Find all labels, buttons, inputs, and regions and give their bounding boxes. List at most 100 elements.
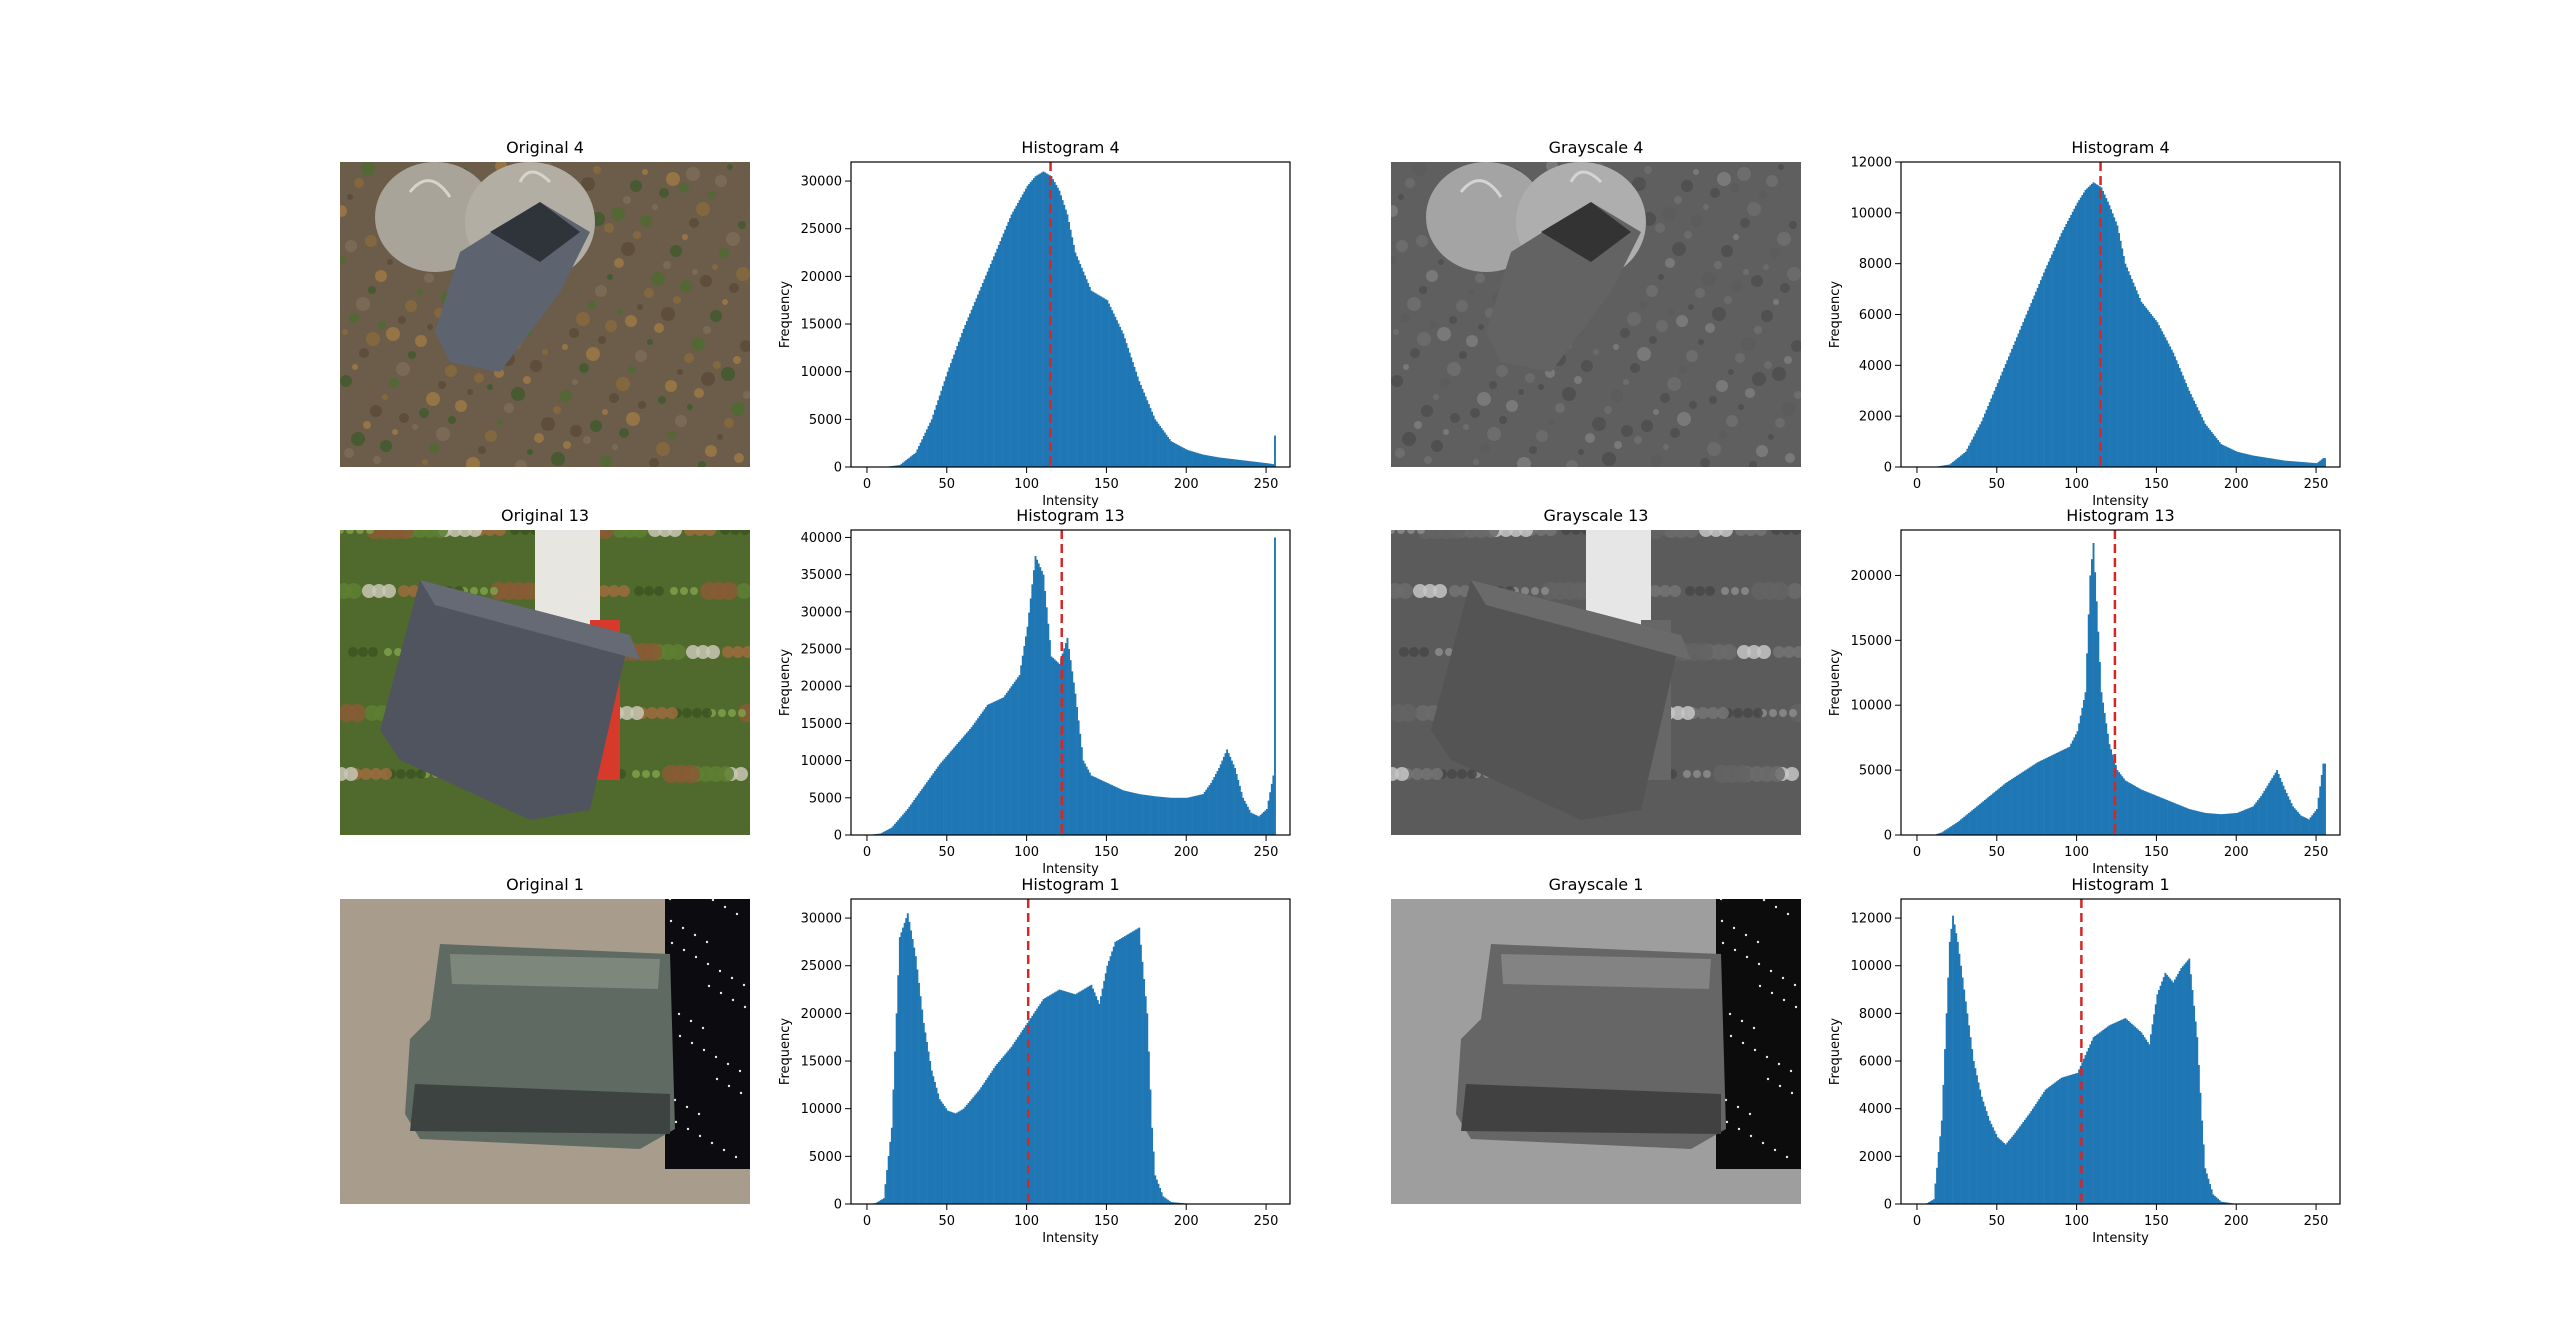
histogram-bar (2031, 299, 2034, 467)
histogram-bar (927, 779, 930, 835)
histogram-bar (2159, 328, 2162, 467)
y-tick-label: 30000 (801, 605, 842, 620)
histogram-bar (977, 294, 980, 467)
histogram-bar (993, 256, 995, 467)
histogram-bar (1952, 915, 1954, 1204)
histogram-bar (900, 816, 903, 835)
histogram-bar (997, 244, 1000, 467)
histogram-bar (2108, 1025, 2111, 1204)
y-tick-label: 15000 (801, 318, 842, 333)
histogram-bar (1084, 763, 1086, 835)
histogram-bar (2009, 352, 2012, 467)
histogram-bar (1036, 175, 1039, 467)
histogram-bar (1955, 823, 1958, 835)
histogram-bar (2044, 758, 2047, 835)
histogram-bar (2114, 221, 2117, 467)
histogram-bar (1974, 1068, 1977, 1204)
histogram-bar (1175, 1202, 1177, 1204)
histogram-bar (2237, 812, 2240, 835)
histogram-bar (2279, 459, 2282, 467)
histogram-bar (1136, 928, 1139, 1204)
histogram-bar (1230, 760, 1233, 835)
y-tick-label: 2000 (1859, 410, 1892, 425)
histogram-bar (2103, 194, 2106, 468)
histogram-bar (1243, 800, 1246, 835)
histogram-bar (919, 442, 922, 467)
histogram-bar (2304, 462, 2307, 467)
histogram-bar (2177, 973, 2180, 1204)
histogram-bar (2081, 195, 2084, 467)
histogram-bar (1117, 323, 1120, 467)
histogram-bar (2057, 752, 2060, 835)
histogram-bar (2268, 458, 2271, 467)
histogram-bar (1940, 1120, 1943, 1204)
histogram-bar (2298, 813, 2301, 835)
x-tick-label: 0 (1913, 1214, 1921, 1229)
histogram-bar (1222, 458, 1225, 467)
histogram-bar (2124, 1018, 2127, 1204)
histogram-bar (1163, 1197, 1166, 1204)
histogram-bar (2057, 240, 2060, 467)
histogram-bar (1151, 411, 1154, 467)
histogram-bar (937, 766, 940, 835)
histogram-bar (949, 1111, 952, 1204)
histogram-bar (898, 818, 901, 835)
histogram-bar (1151, 795, 1154, 835)
histogram-bar (1047, 996, 1050, 1204)
histogram-bar (2142, 303, 2144, 467)
histogram-bar (2173, 356, 2176, 467)
histogram-bar (2156, 994, 2159, 1204)
y-tick-label: 10000 (801, 365, 842, 380)
histogram-bar (1950, 826, 1953, 835)
histogram-bar (2122, 778, 2125, 835)
histogram-bar (983, 279, 986, 467)
histogram-bar (2036, 287, 2039, 467)
histogram-bar (2100, 1031, 2103, 1204)
histogram-bar (2298, 461, 2301, 467)
histogram-bar (1106, 782, 1109, 835)
histogram-bar (879, 1200, 882, 1204)
y-tick-label: 5000 (809, 1150, 842, 1165)
histogram-bar (2003, 784, 2006, 835)
histogram-bar (1968, 445, 1970, 467)
histogram-bar (2194, 403, 2197, 467)
histogram-bar (2217, 813, 2219, 835)
histogram-bar (2132, 1025, 2135, 1204)
y-tick-label: 40000 (801, 531, 842, 546)
histogram-bar (1968, 1025, 1970, 1204)
histogram-bar (1055, 660, 1058, 835)
histogram-bar (1203, 791, 1206, 835)
histogram-bar (1187, 797, 1190, 835)
histogram-bar (940, 1101, 943, 1204)
x-tick-label: 250 (1254, 1214, 1279, 1229)
histogram-bar (2111, 1023, 2114, 1204)
histogram-bar (1932, 1199, 1935, 1204)
histogram-bar (2225, 1202, 2227, 1204)
histogram-bar (2102, 702, 2105, 835)
histogram-bar (1219, 764, 1222, 835)
histogram-bar (969, 728, 972, 835)
histogram-bar (1980, 802, 1983, 835)
histogram-bar (965, 321, 968, 467)
histogram-bar (2178, 805, 2181, 835)
histogram-bar (2269, 780, 2272, 835)
histogram-bar (2153, 1014, 2156, 1204)
histogram-bar (908, 921, 911, 1204)
histogram-bar (2014, 341, 2017, 467)
histogram-bar (2015, 1130, 2018, 1204)
histogram-bar (918, 446, 920, 467)
histogram-bar (2071, 211, 2074, 467)
histogram-bar (1154, 1175, 1157, 1204)
histogram-bar (1095, 777, 1098, 835)
histogram-bar (2269, 458, 2272, 467)
histogram-bar (2185, 962, 2188, 1204)
histogram-bar (1250, 461, 1252, 467)
x-tick-label: 100 (1014, 845, 1039, 860)
histogram-bar (2188, 958, 2191, 1204)
histogram-bar (1119, 326, 1122, 467)
histogram-bar (1984, 1106, 1986, 1204)
histogram-bar (1152, 415, 1155, 467)
histogram-bar (2038, 1099, 2041, 1204)
histogram-bar (2225, 446, 2227, 467)
histogram-bar (1246, 806, 1249, 835)
